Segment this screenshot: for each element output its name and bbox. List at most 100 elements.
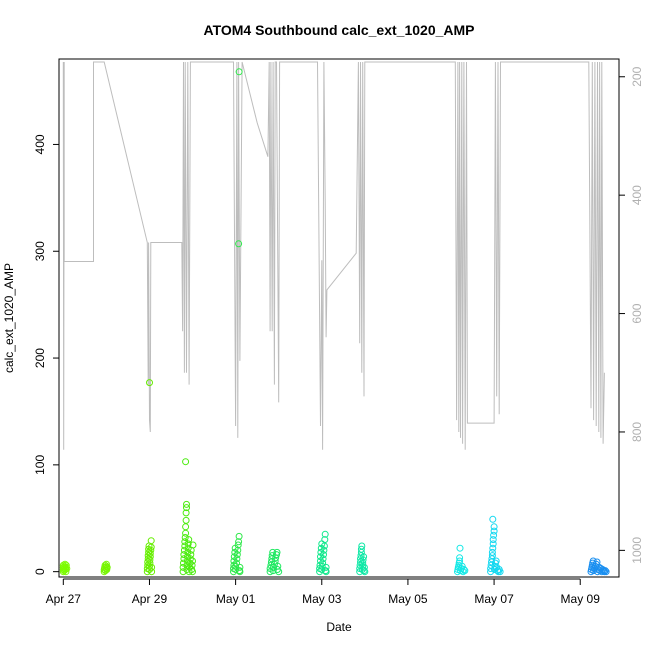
y2-tick-label: 600	[630, 303, 644, 323]
data-point	[232, 562, 240, 570]
data-point	[456, 554, 464, 562]
y2-tick-label: 800	[630, 422, 644, 442]
data-point	[233, 551, 241, 559]
data-point	[488, 552, 496, 560]
y2-tick-label: 200	[630, 66, 644, 86]
data-point	[182, 529, 190, 537]
data-point	[321, 536, 329, 544]
data-point	[233, 555, 241, 563]
data-point	[232, 566, 240, 573]
data-point	[235, 532, 243, 540]
points-layer	[59, 68, 610, 576]
data-point	[180, 551, 188, 559]
data-point	[320, 551, 327, 559]
y2-tick-label: 1000	[630, 537, 644, 564]
data-point	[182, 516, 190, 524]
data-point	[360, 567, 368, 575]
plot-border	[58, 58, 620, 578]
data-point	[489, 540, 497, 548]
data-point	[236, 563, 244, 571]
data-point	[148, 568, 156, 576]
data-point	[234, 541, 242, 549]
data-point	[186, 555, 194, 563]
data-point	[273, 548, 281, 556]
y-tick-label: 300	[33, 241, 47, 261]
x-tick-label: Apr 27	[46, 592, 82, 606]
data-point	[62, 561, 70, 569]
y2-tick-label: 400	[630, 185, 644, 205]
y-tick-label: 100	[33, 455, 47, 475]
data-point	[181, 534, 189, 541]
data-point	[359, 556, 367, 564]
data-point	[187, 551, 195, 559]
data-point	[102, 560, 110, 568]
data-point	[490, 527, 498, 535]
data-point	[148, 563, 156, 571]
data-point	[146, 550, 154, 557]
data-point	[360, 563, 368, 571]
data-point	[489, 536, 497, 544]
secondary-series-line	[62, 61, 605, 450]
data-point	[102, 562, 110, 570]
data-point	[322, 563, 330, 571]
data-point	[361, 568, 369, 576]
data-point	[181, 538, 189, 546]
y2-axis: 200 400 600 800 1000	[618, 66, 644, 564]
data-point	[235, 68, 243, 76]
y-tick-label: 0	[33, 568, 47, 575]
chart-title: ATOM4 Southbound calc_ext_1020_AMP	[204, 22, 475, 38]
data-point	[235, 538, 243, 546]
y-tick-label: 400	[33, 134, 47, 154]
data-point	[270, 563, 277, 571]
data-point	[61, 560, 69, 568]
data-point	[183, 500, 190, 508]
data-point	[275, 568, 283, 576]
x-tick-label: May 09	[561, 592, 601, 606]
x-tick-label: May 03	[302, 592, 342, 606]
x-tick-label: May 01	[216, 592, 256, 606]
data-point	[488, 548, 496, 556]
data-point	[456, 544, 464, 552]
data-point	[268, 552, 276, 560]
data-point	[101, 561, 109, 569]
x-axis-label: Date	[326, 620, 352, 634]
data-point	[490, 523, 498, 531]
y-axis: 0 100 200 300 400	[33, 134, 60, 575]
data-point	[461, 567, 469, 575]
data-point	[63, 565, 71, 572]
x-tick-label: May 05	[388, 592, 428, 606]
data-point	[460, 566, 468, 573]
data-point	[185, 536, 193, 544]
data-point	[233, 559, 240, 567]
data-point	[184, 540, 192, 548]
data-point	[235, 240, 243, 248]
data-point	[103, 563, 111, 571]
data-point	[319, 559, 327, 567]
y-tick-label: 200	[33, 348, 47, 368]
data-point	[234, 546, 242, 554]
data-point	[488, 558, 495, 566]
data-point	[180, 546, 188, 554]
x-axis: Apr 27 Apr 29 May 01 May 03 May 05 May 07 May …	[46, 578, 601, 606]
data-point	[182, 523, 190, 531]
x-tick-label: Apr 29	[132, 592, 168, 606]
data-point	[146, 379, 153, 387]
data-point	[359, 559, 367, 567]
data-point	[357, 545, 365, 553]
data-point	[147, 537, 155, 545]
data-point	[319, 555, 327, 563]
data-point	[602, 568, 610, 576]
x-tick-label: May 07	[474, 592, 514, 606]
data-point	[601, 567, 609, 575]
data-point	[322, 568, 330, 576]
data-point	[489, 515, 497, 523]
data-point	[270, 560, 278, 568]
data-point	[489, 544, 497, 552]
data-point	[236, 568, 244, 576]
data-point	[189, 557, 196, 565]
data-point	[183, 504, 190, 512]
data-point	[318, 562, 326, 570]
data-point	[360, 553, 368, 561]
data-point	[358, 542, 366, 550]
